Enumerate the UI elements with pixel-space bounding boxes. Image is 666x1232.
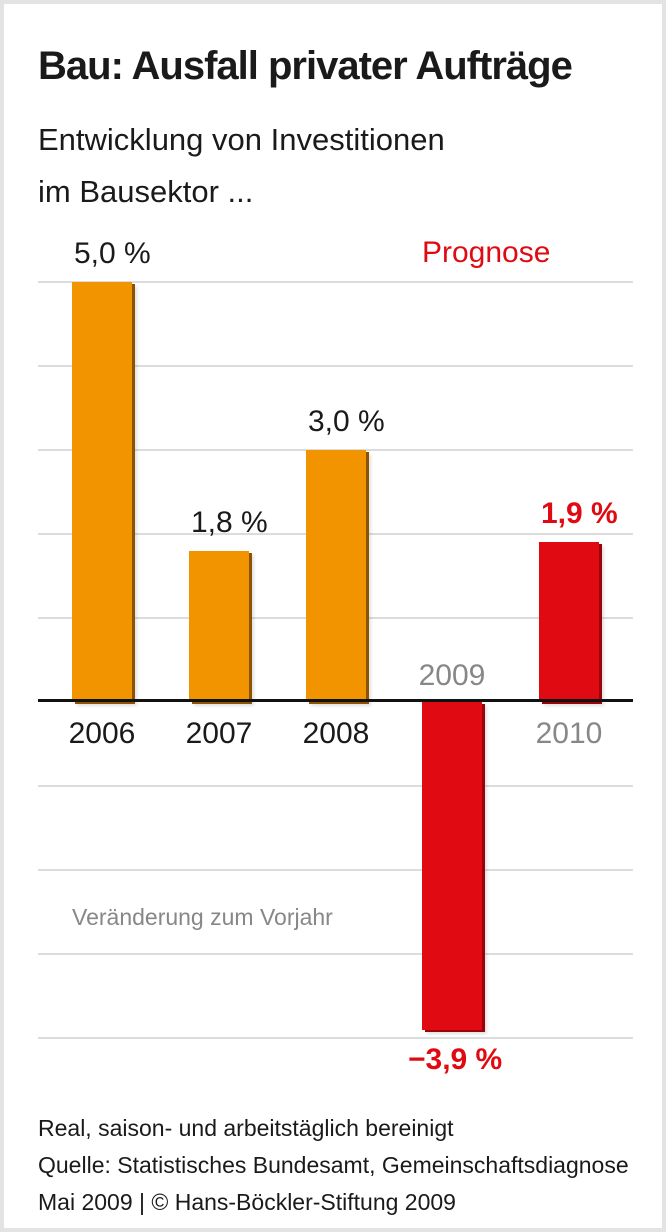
year-label-2006: 2006: [68, 717, 136, 750]
value-label-2008: 3,0 %: [308, 405, 385, 438]
value-label-2009: −3,9 %: [408, 1043, 503, 1076]
subtitle-line-2: im Bausektor ...: [38, 174, 254, 209]
footer-line-2: Quelle: Statistisches Bundesamt, Gemeins…: [38, 1152, 629, 1178]
gridline-4pct: [38, 365, 633, 367]
chart-subtitle: Entwicklung von Investitionen im Bausekt…: [38, 114, 598, 218]
value-label-2006: 5,0 %: [74, 237, 151, 270]
bar-2006: [72, 282, 132, 702]
year-label-2009: 2009: [418, 659, 486, 692]
source-footer: Real, saison- und arbeitstäglich bereini…: [38, 1110, 648, 1221]
value-label-2010: 1,9 %: [541, 497, 618, 530]
gridline--2pct: [38, 869, 633, 871]
gridline--1pct: [38, 785, 633, 787]
page-title: Bau: Ausfall privater Aufträge: [38, 44, 573, 88]
footer-line-3: Mai 2009 | © Hans-Böckler-Stiftung 2009: [38, 1189, 456, 1215]
value-label-2007: 1,8 %: [191, 506, 268, 539]
year-label-2007: 2007: [185, 717, 253, 750]
gridline-5pct: [38, 281, 633, 283]
footer-line-1: Real, saison- und arbeitstäglich bereini…: [38, 1115, 454, 1141]
axis-note: Veränderung zum Vorjahr: [72, 904, 333, 930]
bar-2008: [306, 450, 366, 702]
prognose-annotation: Prognose: [422, 236, 551, 269]
gridline--4pct: [38, 1037, 633, 1039]
zero-axis-line: [38, 699, 633, 702]
bar-2009: [422, 702, 482, 1030]
bar-2007: [189, 551, 249, 702]
year-label-2008: 2008: [302, 717, 370, 750]
year-label-2010: 2010: [535, 717, 603, 750]
bar-chart: 5,0 % 2006 1,8 % 2007 3,0 % 2008 −3,9 % 2009 1,9…: [4, 4, 662, 1228]
bar-2010: [539, 542, 599, 702]
gridline--3pct: [38, 953, 633, 955]
subtitle-line-1: Entwicklung von Investitionen: [38, 122, 445, 157]
